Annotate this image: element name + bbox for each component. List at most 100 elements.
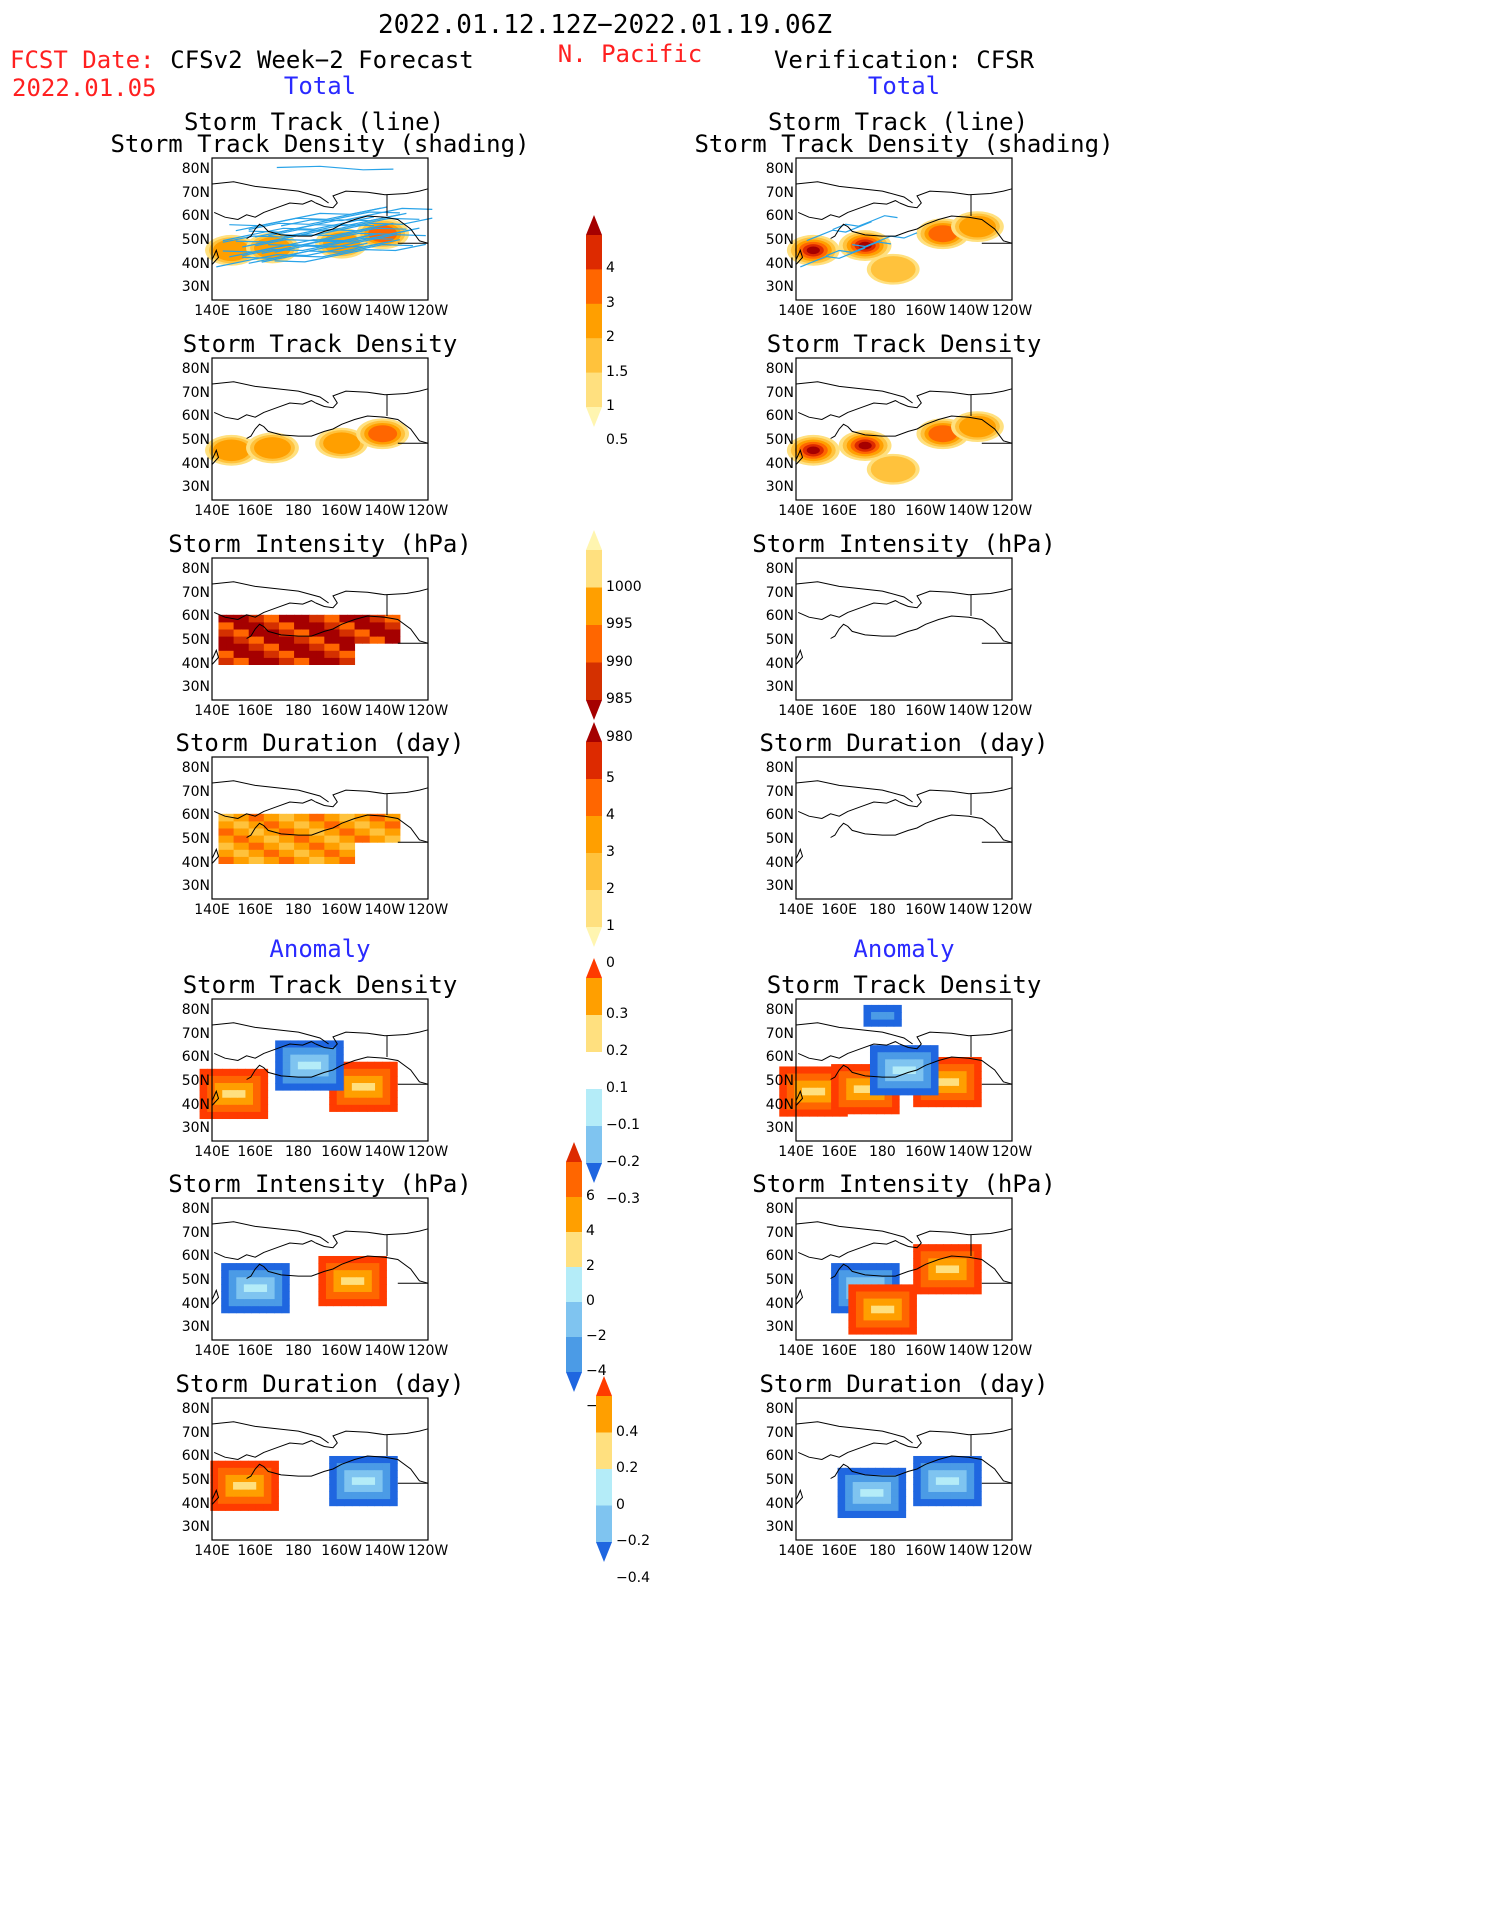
- lon-tick-label: 160W: [905, 703, 946, 719]
- coastline: [211, 780, 329, 803]
- grid-cell: [226, 849, 235, 857]
- grid-cell: [863, 1305, 872, 1314]
- grid-cell: [809, 1094, 818, 1103]
- grid-cell: [838, 1298, 847, 1307]
- grid-cell: [877, 1080, 886, 1089]
- grid-cell: [366, 1470, 376, 1478]
- grid-cell: [831, 1071, 840, 1079]
- grid-cell: [347, 643, 356, 651]
- grid-cell: [243, 1305, 252, 1314]
- storm-track-line: [248, 211, 400, 231]
- grid-cell: [935, 1258, 944, 1266]
- grid-cell: [973, 1078, 982, 1086]
- grid-cell: [831, 1298, 840, 1307]
- grid-cell: [278, 835, 288, 843]
- grid-cell: [920, 1463, 929, 1471]
- grid-cell: [270, 1474, 279, 1483]
- grid-cell: [838, 1071, 847, 1079]
- grid-cell: [779, 1101, 788, 1110]
- grid-cell: [973, 1272, 982, 1281]
- grid-cell: [950, 1071, 960, 1079]
- grid-cell: [354, 629, 363, 637]
- grid-cell: [973, 1099, 982, 1108]
- grid-cell: [329, 1455, 338, 1464]
- grid-cell: [266, 1298, 275, 1307]
- lat-tick-label: 60N: [765, 208, 794, 225]
- grid-cell: [871, 1312, 880, 1321]
- grid-cell: [309, 643, 318, 651]
- grid-cell: [885, 1052, 894, 1060]
- grid-cell: [233, 813, 242, 822]
- grid-cell: [928, 1099, 937, 1108]
- lon-tick-label: 120W: [407, 503, 449, 519]
- grid-cell: [275, 1075, 284, 1084]
- grid-cell: [233, 1489, 242, 1497]
- grid-cell: [228, 1263, 237, 1271]
- grid-cell: [392, 629, 401, 637]
- grid-cell: [382, 1068, 391, 1077]
- grid-cell: [898, 1482, 907, 1490]
- grid-cell: [281, 1284, 290, 1292]
- grid-cell: [786, 1087, 795, 1096]
- grid-cell: [312, 1075, 322, 1084]
- grid-cell: [878, 1284, 887, 1292]
- lat-tick-label: 80N: [181, 560, 210, 577]
- grid-cell: [966, 1085, 975, 1093]
- grid-cell: [347, 835, 356, 843]
- grid-cell: [928, 1279, 937, 1288]
- grid-cell: [344, 1477, 353, 1485]
- density-contour: [323, 432, 361, 454]
- grid-cell: [217, 1503, 226, 1511]
- grid-cell: [294, 614, 303, 623]
- grid-cell: [309, 614, 318, 623]
- lat-tick-label: 30N: [765, 279, 794, 296]
- grid-cell: [271, 650, 280, 658]
- lon-tick-label: 160W: [321, 703, 362, 719]
- grid-cell: [943, 1279, 952, 1288]
- lon-tick-label: 140E: [194, 1343, 230, 1359]
- grid-cell: [845, 1482, 854, 1490]
- grid-cell: [890, 1510, 899, 1519]
- grid-cell: [943, 1244, 952, 1252]
- colorbar-cap: [596, 1376, 612, 1396]
- grid-cell: [309, 835, 318, 843]
- grid-cell: [256, 621, 265, 630]
- grid-cell: [233, 643, 242, 651]
- grid-cell: [348, 1291, 357, 1300]
- grid-cell: [248, 1496, 257, 1504]
- grid-cell: [278, 856, 288, 864]
- grid-cell: [274, 1305, 283, 1314]
- grid-cell: [837, 1474, 846, 1483]
- grid-cell: [229, 1111, 238, 1120]
- panel-title: Storm Track Density: [766, 330, 1042, 358]
- grid-cell: [274, 1291, 283, 1300]
- grid-cell: [325, 1284, 334, 1292]
- lon-tick-label: 120W: [407, 902, 449, 918]
- density-contour: [958, 215, 996, 238]
- grid-cell: [258, 1284, 268, 1292]
- grid-cell: [281, 1263, 290, 1271]
- coastline: [213, 1240, 316, 1261]
- grid-cell: [244, 1104, 253, 1112]
- grid-cell: [371, 1263, 380, 1271]
- grid-cell: [943, 1455, 952, 1464]
- grid-cell: [331, 842, 340, 850]
- storm-track-line: [274, 234, 426, 253]
- grid-cell: [852, 1503, 861, 1511]
- storm-track-line: [276, 165, 394, 171]
- grid-cell: [351, 1097, 360, 1105]
- grid-cell: [324, 835, 333, 843]
- grid-cell: [958, 1078, 967, 1086]
- grid-cell: [838, 1291, 847, 1300]
- grid-cell: [868, 1263, 877, 1271]
- grid-cell: [363, 1263, 372, 1271]
- grid-cell: [263, 842, 272, 850]
- grid-cell: [943, 1251, 952, 1259]
- grid-cell: [210, 1474, 219, 1483]
- grid-cell: [831, 1106, 840, 1115]
- grid-cell: [356, 1263, 365, 1271]
- lat-tick-label: 70N: [181, 1025, 210, 1042]
- grid-cell: [363, 1298, 372, 1307]
- grid-cell: [893, 1298, 902, 1307]
- grid-cell: [871, 1004, 880, 1013]
